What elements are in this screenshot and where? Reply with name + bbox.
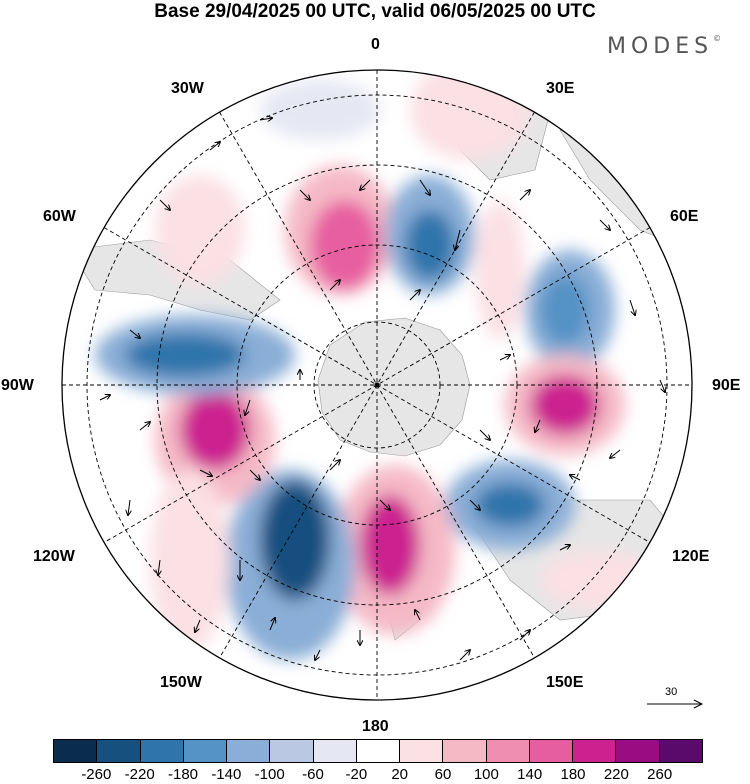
anomaly-blobs: [95, 70, 660, 660]
colorbar-tick-label: 20: [391, 766, 408, 783]
polar-map: [61, 69, 693, 701]
lon-label-90e: 90E: [712, 377, 741, 394]
colorbar-swatch: [658, 739, 703, 763]
colorbar-ticks: -260 -220 -180 -140 -100 -60 -20 20 60 100 140 180 2…: [0, 766, 750, 784]
colorbar-swatch: [226, 739, 270, 763]
colorbar-tick-label: -100: [254, 766, 285, 783]
lon-label-30w: 30W: [171, 80, 204, 97]
colorbar-tick-label: -140: [211, 766, 242, 783]
colorbar-swatch: [485, 739, 529, 763]
lon-label-120e: 120E: [672, 548, 710, 565]
colorbar-tick-label: -180: [167, 766, 199, 783]
lon-label-60w: 60W: [43, 208, 76, 225]
colorbar-tick-label: 100: [473, 766, 499, 783]
colorbar-tick-label: -20: [345, 766, 368, 783]
map-border: [61, 69, 693, 701]
colorbar-swatch: [53, 739, 97, 763]
colorbar-swatch: [269, 739, 313, 763]
modes-logo: MODES©: [607, 34, 721, 59]
reference-vector-label: 30: [665, 686, 678, 698]
colorbar-swatch: [96, 739, 140, 763]
colorbar-swatch: [399, 739, 443, 763]
colorbar-swatch: [528, 739, 573, 763]
wind-vectors: [99, 118, 665, 660]
colorbar-swatch: [572, 739, 616, 763]
colorbar-tick-label: -220: [124, 766, 155, 783]
lon-label-150e: 150E: [546, 674, 584, 691]
colorbar-swatch: [312, 739, 356, 763]
lon-label-180: 180: [362, 718, 389, 735]
lon-label-60e: 60E: [670, 208, 699, 225]
colorbar-swatch: [615, 739, 659, 763]
lon-label-120w: 120W: [33, 548, 75, 565]
colorbar-swatch: [442, 739, 486, 763]
brand-text: MODES: [607, 34, 714, 59]
reference-vector: 30: [645, 686, 705, 712]
reference-arrow-icon: [647, 699, 704, 709]
colorbar-swatch: [139, 739, 183, 763]
colorbar-tick-label: 60: [434, 766, 452, 783]
brand-mark: ©: [713, 34, 722, 43]
lon-label-150w: 150W: [160, 674, 202, 691]
lon-label-90w: 90W: [1, 377, 34, 394]
lon-label-30e: 30E: [546, 80, 575, 97]
map-title: Base 29/04/2025 00 UTC, valid 06/05/2025…: [154, 1, 596, 22]
colorbar-tick-label: 180: [560, 766, 586, 783]
colorbar-tick-label: -260: [81, 766, 112, 783]
colorbar-tick-label: 220: [603, 766, 629, 783]
colorbar: [53, 739, 703, 763]
lon-label-0: 0: [371, 36, 380, 53]
colorbar-swatch: [355, 739, 400, 763]
colorbar-tick-label: -60: [302, 766, 324, 783]
colorbar-swatch: [182, 739, 227, 763]
colorbar-tick-label: 260: [647, 766, 673, 783]
colorbar-tick-label: 140: [517, 766, 543, 783]
pole-marker: [374, 382, 380, 388]
